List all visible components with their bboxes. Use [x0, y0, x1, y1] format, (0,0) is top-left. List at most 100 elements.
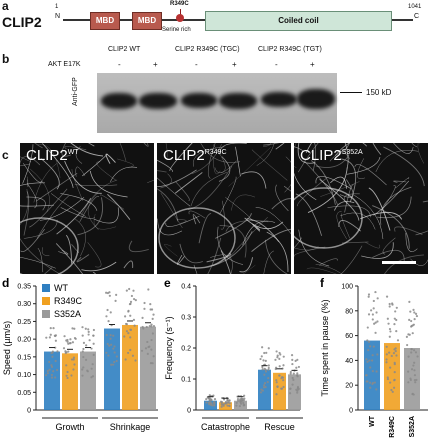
data-point: [411, 324, 414, 327]
data-point: [278, 357, 281, 360]
data-point: [261, 365, 264, 369]
data-point: [366, 326, 369, 329]
data-point: [90, 376, 93, 379]
data-point: [370, 309, 373, 312]
data-point: [71, 341, 75, 344]
data-point: [393, 379, 396, 382]
band-4: [219, 93, 257, 109]
microtubule-filament: [157, 170, 167, 173]
microtubule-filament: [157, 177, 191, 207]
microtubule-filament: [207, 143, 216, 179]
data-point: [275, 379, 278, 382]
data-point: [46, 369, 49, 373]
microtubule-filament: [157, 159, 173, 173]
group-label: Shrinkage: [110, 422, 151, 432]
data-point: [372, 345, 375, 348]
bar: [404, 348, 420, 410]
data-point: [275, 393, 278, 396]
data-point: [242, 401, 245, 404]
microtubule-filament: [169, 143, 193, 172]
microtubule-filament: [393, 143, 414, 154]
microtubule-filament: [395, 177, 410, 189]
data-point: [72, 368, 75, 371]
microtubule-filament: [37, 247, 44, 273]
serine-rich-label: Serine rich: [162, 27, 191, 33]
microtubule-filament: [263, 250, 275, 274]
microtubule-filament: [75, 166, 86, 177]
data-point: [109, 337, 112, 340]
data-point: [243, 394, 246, 397]
data-point: [235, 404, 238, 407]
data-point: [66, 376, 69, 380]
category-label: R349C: [389, 416, 396, 438]
band-6: [297, 89, 335, 109]
data-point: [150, 323, 153, 326]
microtubule-filament: [23, 163, 43, 183]
microtubule-filament: [193, 264, 198, 274]
data-point: [87, 333, 90, 336]
mbd-domain-2: MBD: [132, 12, 162, 30]
data-point: [63, 335, 66, 338]
microtubule-filament: [333, 200, 355, 211]
microtubule-filament: [422, 200, 428, 203]
data-point: [369, 381, 372, 384]
microtubule-filament: [344, 184, 354, 213]
data-point: [243, 397, 246, 400]
data-point: [220, 405, 223, 408]
bar: [288, 374, 301, 410]
n-terminus: N: [55, 13, 61, 20]
data-point: [48, 360, 51, 364]
data-point: [53, 334, 56, 337]
data-point: [394, 350, 397, 353]
data-point: [226, 404, 229, 407]
data-point: [112, 334, 115, 337]
data-point: [67, 350, 70, 353]
microtubule-filament: [89, 170, 128, 198]
data-point: [369, 386, 372, 389]
microtubule-filament: [242, 264, 256, 274]
data-point: [134, 299, 137, 302]
microtubule-filament: [365, 242, 381, 249]
microtubule-filament: [294, 172, 317, 201]
data-point: [408, 318, 411, 321]
data-point: [220, 401, 224, 404]
data-point: [373, 381, 376, 384]
data-point: [115, 355, 118, 358]
microtubule-filament: [192, 146, 225, 167]
microtubule-filament: [60, 193, 98, 211]
microtubule-filament: [376, 196, 412, 219]
data-point: [212, 401, 215, 405]
microtubule-filament: [271, 198, 291, 210]
microtubule-filament: [22, 144, 34, 184]
microtubule-filament: [179, 243, 203, 264]
data-point: [390, 354, 393, 358]
y-tick-label: 0.10: [17, 372, 31, 379]
data-point: [367, 293, 371, 296]
microtubule-filament: [70, 143, 104, 157]
microtubule-filament: [93, 214, 117, 230]
microtubule-filament: [252, 223, 261, 232]
akt-sign-3: -: [195, 60, 198, 69]
data-point: [259, 357, 262, 361]
data-point: [50, 351, 53, 355]
microtubule-filament: [176, 254, 185, 265]
data-point: [410, 348, 413, 351]
data-point: [414, 312, 418, 315]
data-point: [369, 366, 372, 369]
data-point: [148, 324, 151, 328]
microtubule-filament: [20, 228, 45, 252]
data-point: [389, 366, 392, 369]
data-point: [366, 360, 369, 363]
data-point: [109, 334, 112, 337]
data-point: [48, 368, 51, 371]
data-point: [385, 361, 388, 364]
microtubule-filament: [160, 192, 183, 229]
data-point: [274, 358, 277, 361]
y-tick-label: 0.25: [17, 319, 31, 326]
microtubule-filament: [225, 196, 253, 221]
lane-label-r349c-tgt: CLIP2 R349C (TGT): [258, 46, 322, 53]
microtubule-filament: [110, 166, 138, 182]
data-point: [141, 316, 144, 319]
y-tick-label: 0.05: [17, 390, 31, 397]
